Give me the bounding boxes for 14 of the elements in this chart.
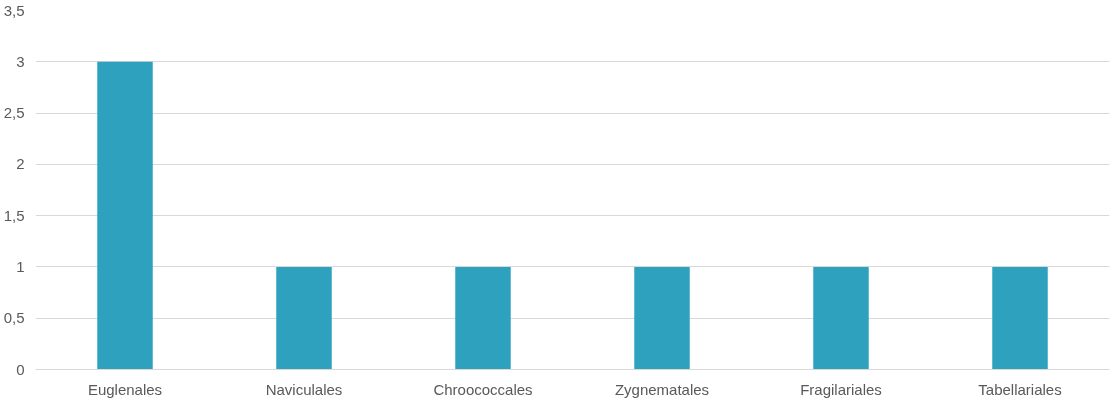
x-tick-label: Chroococcales [433,380,533,398]
x-tick-label: Naviculales [265,380,343,398]
y-tick-label: 1,5 [3,206,25,224]
x-tick-label: Fragilariales [800,380,882,398]
y-tick-label: 0,5 [3,309,25,327]
x-tick-label: Tabellariales [978,380,1062,398]
y-tick-label: 2 [16,155,25,173]
y-tick-label: 2,5 [3,104,25,122]
y-tick-label: 1 [16,257,25,275]
x-tick-label: Zygnematales [614,380,710,398]
x-tick-label: Euglenales [87,380,163,398]
y-tick-label: 0 [16,360,25,378]
y-tick-label: 3,5 [3,1,25,19]
y-tick-label: 3 [16,52,25,70]
